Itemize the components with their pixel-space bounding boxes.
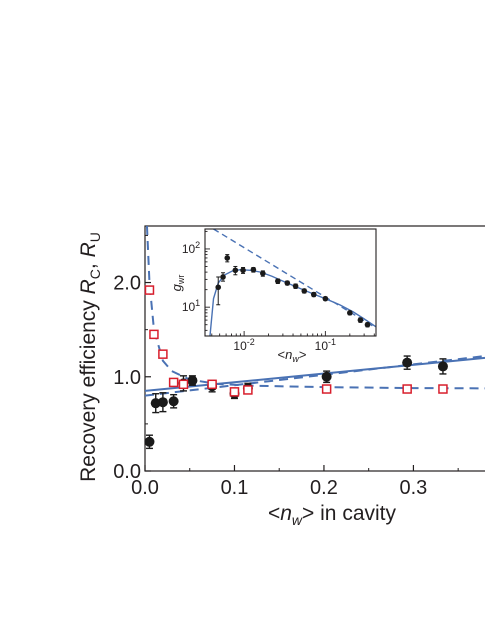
main-chart: 0.0 0.1 0.2 0.3 0.0 1.0 2.0 <nw> in cavity Rec… bbox=[77, 225, 485, 528]
data-point-square bbox=[243, 385, 253, 395]
inset-data-point bbox=[260, 270, 266, 277]
data-point-square bbox=[149, 329, 159, 340]
data-point-square bbox=[158, 349, 168, 359]
inset-x-tick-label: 10-2 bbox=[233, 337, 254, 353]
inset-axes bbox=[204, 228, 377, 337]
data-point-square bbox=[321, 384, 332, 394]
data-point-circle bbox=[157, 397, 168, 408]
x-tick-label: 0.3 bbox=[400, 477, 428, 499]
inset-frame bbox=[204, 228, 377, 337]
data-point-square bbox=[178, 379, 189, 390]
inset-fit-curve-dashed bbox=[213, 229, 376, 329]
inset-x-tick-label: 10-1 bbox=[315, 337, 336, 353]
inset-data-point bbox=[215, 284, 222, 291]
inset-y-tick-label: 101 bbox=[182, 298, 200, 314]
inset-y-axis-label: gwr bbox=[169, 275, 186, 292]
inset-chart: 10-2 10-1 101 102 <nw> gwr bbox=[169, 228, 377, 364]
data-point-square bbox=[207, 379, 217, 390]
data-point-circle bbox=[144, 436, 155, 447]
x-tick-label: 0.2 bbox=[310, 477, 338, 499]
main-plot-frame bbox=[144, 225, 485, 472]
y-axis-label: Recovery efficiency RC, RU bbox=[77, 232, 103, 482]
main-data-points bbox=[144, 285, 448, 450]
inset-data-point bbox=[240, 267, 246, 274]
data-point-circle bbox=[187, 375, 198, 386]
data-point-circle bbox=[402, 357, 413, 368]
x-tick-label: 0.0 bbox=[131, 477, 159, 499]
inset-data-point bbox=[250, 266, 257, 273]
data-point-square bbox=[229, 387, 240, 397]
inset-data-point bbox=[232, 267, 239, 274]
fit-curve-dashed bbox=[145, 355, 485, 397]
inset-data-point bbox=[224, 255, 231, 261]
inset-data-point bbox=[301, 288, 308, 294]
y-tick-label: 2.0 bbox=[113, 273, 141, 295]
inset-y-tick-label: 102 bbox=[182, 240, 200, 256]
main-axes bbox=[144, 225, 485, 472]
inset-data-point bbox=[220, 274, 226, 280]
inset-data-point bbox=[347, 310, 353, 316]
inset-data-points bbox=[215, 254, 371, 328]
inset-background bbox=[205, 229, 376, 336]
inset-data-point bbox=[322, 295, 329, 302]
data-point-square bbox=[168, 377, 179, 388]
inset-tick-labels: 10-2 10-1 101 102 bbox=[182, 240, 336, 353]
x-axis-label: <nw> in cavity bbox=[268, 502, 397, 528]
inset-data-point bbox=[292, 283, 299, 289]
data-point-square bbox=[144, 285, 155, 295]
inset-data-point bbox=[357, 317, 364, 323]
main-tick-labels: 0.0 0.1 0.2 0.3 0.0 1.0 2.0 bbox=[113, 273, 427, 499]
data-point-circle bbox=[321, 371, 332, 382]
data-point-circle bbox=[437, 361, 448, 372]
inset-data-point bbox=[284, 280, 291, 286]
inset-error-bar bbox=[216, 276, 221, 306]
data-point-circle bbox=[168, 396, 179, 407]
y-tick-label: 1.0 bbox=[113, 367, 141, 389]
y-tick-label: 0.0 bbox=[113, 461, 141, 483]
data-point-square bbox=[402, 384, 412, 394]
inset-data-point bbox=[310, 291, 317, 298]
inset-data-point bbox=[275, 278, 281, 284]
x-tick-label: 0.1 bbox=[221, 477, 249, 499]
data-point-square bbox=[438, 384, 448, 394]
inset-data-point bbox=[364, 321, 371, 328]
inset-x-axis-label: <nw> bbox=[278, 347, 307, 364]
